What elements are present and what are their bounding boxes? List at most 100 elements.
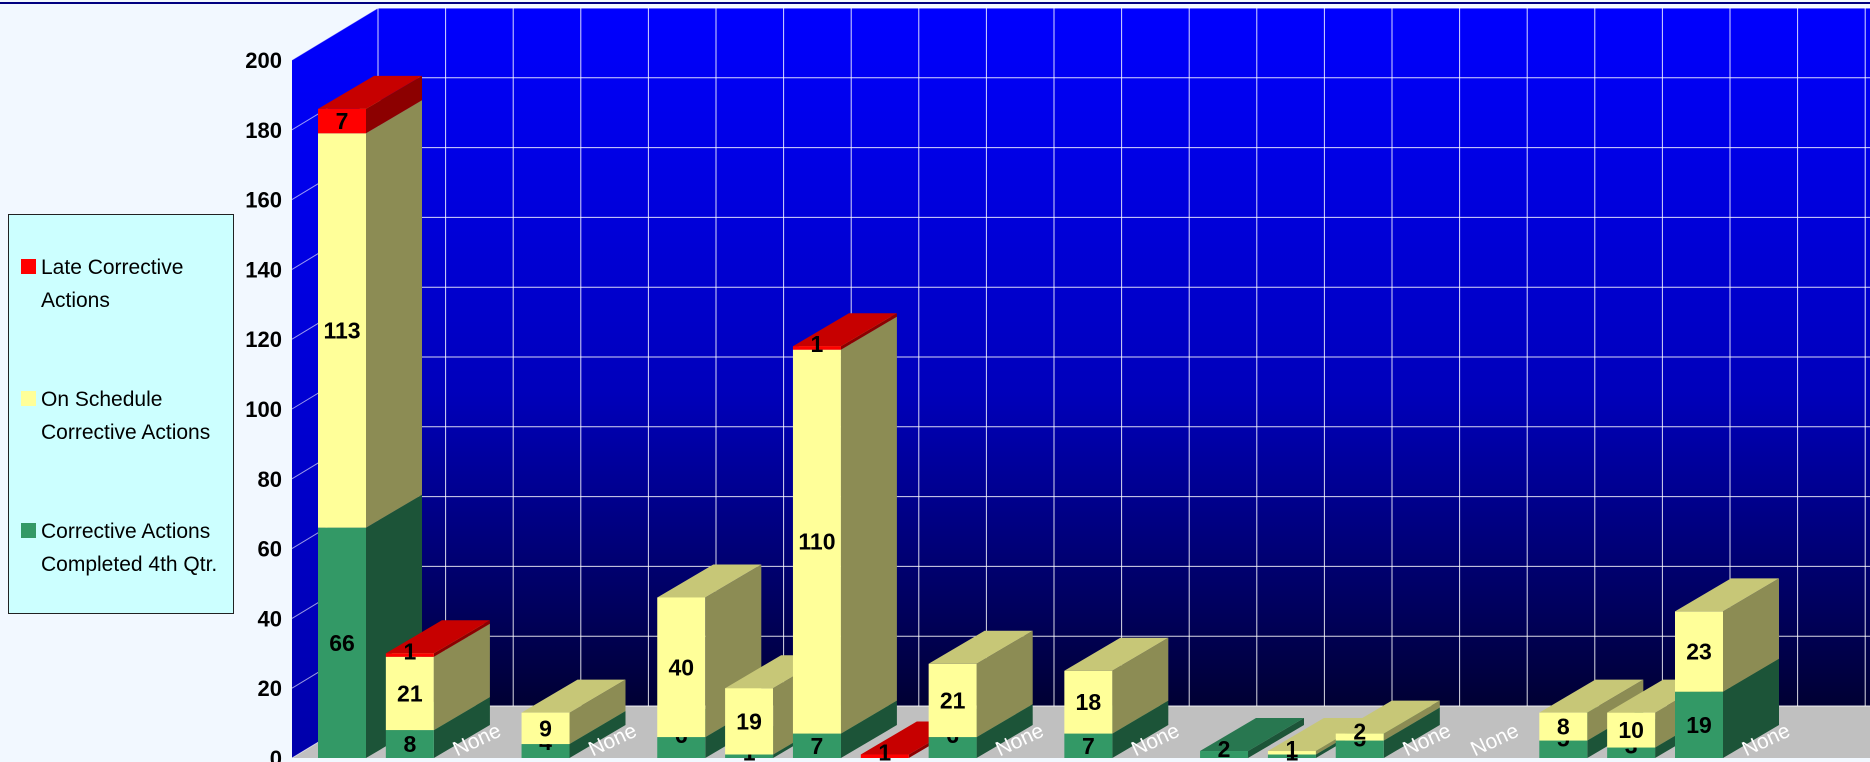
data-label: 9 bbox=[539, 715, 552, 741]
bar-front bbox=[318, 527, 366, 758]
data-label: 66 bbox=[329, 630, 355, 656]
data-label: 2 bbox=[1218, 736, 1231, 762]
bar-front bbox=[1064, 733, 1113, 758]
bar-top bbox=[318, 75, 422, 109]
bar-front bbox=[1675, 611, 1723, 692]
data-label: 23 bbox=[1686, 639, 1712, 665]
bar-front bbox=[318, 133, 366, 528]
bar-side bbox=[1112, 637, 1169, 734]
data-label: 1 bbox=[403, 638, 416, 664]
bar-segment-on-schedule: 21 bbox=[928, 630, 1033, 738]
bar-segment-late: 7 bbox=[318, 75, 422, 134]
legend-label-completed: Corrective Actions Completed 4th Qtr. bbox=[41, 520, 218, 576]
bar-side bbox=[976, 704, 1033, 758]
bar-front bbox=[1267, 751, 1316, 755]
bar-side bbox=[1383, 707, 1440, 758]
bar-side bbox=[840, 700, 897, 758]
bar-front bbox=[385, 656, 434, 731]
bar-front bbox=[657, 737, 706, 758]
bar-side bbox=[569, 679, 626, 744]
y-tick-label: 100 bbox=[245, 397, 282, 422]
y-tick-label: 0 bbox=[270, 746, 282, 762]
bar-top bbox=[657, 564, 762, 598]
bar-side bbox=[976, 630, 1033, 738]
bar-front bbox=[860, 754, 909, 758]
bar-front bbox=[1335, 733, 1384, 741]
y-tick-label: 200 bbox=[245, 48, 282, 73]
data-label: 21 bbox=[940, 687, 966, 713]
y-tick-label: 20 bbox=[258, 676, 282, 701]
bar-front bbox=[928, 663, 977, 738]
data-label: 21 bbox=[397, 680, 423, 706]
bar-front bbox=[725, 754, 774, 758]
legend-label-late: Late Corrective Actions bbox=[41, 256, 184, 312]
bar-segment-late: 1 bbox=[385, 620, 490, 664]
bar-top bbox=[1064, 637, 1169, 671]
bar-side bbox=[1383, 700, 1440, 741]
data-label: 8 bbox=[403, 731, 416, 757]
bar-side bbox=[569, 711, 626, 758]
bar-top bbox=[385, 620, 490, 654]
data-label: 1 bbox=[878, 740, 891, 762]
bar-top bbox=[1675, 578, 1779, 612]
bar-front bbox=[792, 349, 841, 734]
y-tick-label: 160 bbox=[245, 188, 282, 213]
data-label: 113 bbox=[323, 317, 360, 343]
bar-side bbox=[433, 623, 490, 731]
bar-front bbox=[318, 108, 366, 134]
y-tick-label: 60 bbox=[258, 537, 282, 562]
bar-side bbox=[366, 75, 422, 134]
bar-segment-on-schedule: 40 bbox=[657, 564, 762, 738]
grid-line-side bbox=[291, 7, 379, 61]
bar-front bbox=[1335, 740, 1384, 758]
data-label: 1 bbox=[1286, 736, 1299, 762]
bar-front bbox=[928, 737, 977, 758]
bar-front bbox=[521, 744, 570, 758]
bar-segment-completed: 2 bbox=[1200, 718, 1304, 762]
bar-side bbox=[840, 316, 897, 734]
bar-side bbox=[366, 100, 422, 528]
bar-front bbox=[1539, 712, 1588, 741]
bar-top bbox=[928, 630, 1033, 664]
bar-segment-late: 1 bbox=[792, 313, 897, 357]
data-label: 7 bbox=[1082, 733, 1095, 759]
data-label: 19 bbox=[736, 708, 762, 734]
bar-side bbox=[1112, 700, 1169, 758]
bar-front bbox=[1267, 754, 1316, 758]
bar-front bbox=[385, 653, 434, 657]
bar-top bbox=[792, 313, 897, 347]
bar-front bbox=[725, 688, 774, 755]
data-label: 110 bbox=[798, 529, 835, 555]
legend-swatch-late bbox=[21, 259, 36, 274]
data-label: 7 bbox=[336, 108, 349, 134]
bar-front bbox=[1539, 740, 1588, 758]
bar-segment-on-schedule: 2 bbox=[1335, 700, 1440, 745]
bar-side bbox=[1248, 718, 1304, 758]
y-axis-ticks: 0 20 40 60 80 100 120 140 160 180 200 bbox=[245, 48, 282, 762]
bar-front bbox=[1607, 747, 1656, 758]
bar-front bbox=[792, 346, 841, 350]
legend: Late Corrective Actions On Schedule Corr… bbox=[8, 214, 234, 614]
data-label: 18 bbox=[1076, 689, 1102, 715]
y-tick-label: 120 bbox=[245, 327, 282, 352]
bar-segment-on-schedule: 113 bbox=[318, 100, 422, 528]
bar-side bbox=[840, 313, 897, 350]
bar-side bbox=[433, 620, 490, 657]
bar-front bbox=[1200, 751, 1249, 758]
data-label: 2 bbox=[1353, 719, 1366, 745]
legend-swatch-on-schedule bbox=[21, 391, 36, 406]
bar-segment-on-schedule: 110 bbox=[792, 316, 897, 734]
bar-top bbox=[1335, 700, 1440, 734]
bar-front bbox=[792, 733, 841, 758]
y-tick-label: 140 bbox=[245, 257, 282, 282]
data-label: 8 bbox=[1557, 714, 1570, 740]
bar-segment-on-schedule: 18 bbox=[1064, 637, 1169, 734]
bar-front bbox=[1675, 691, 1723, 758]
bar-front bbox=[385, 730, 434, 758]
y-tick-label: 40 bbox=[258, 606, 282, 631]
bar-front bbox=[657, 597, 706, 738]
bar-top bbox=[1267, 718, 1372, 751]
y-tick-label: 180 bbox=[245, 118, 282, 143]
